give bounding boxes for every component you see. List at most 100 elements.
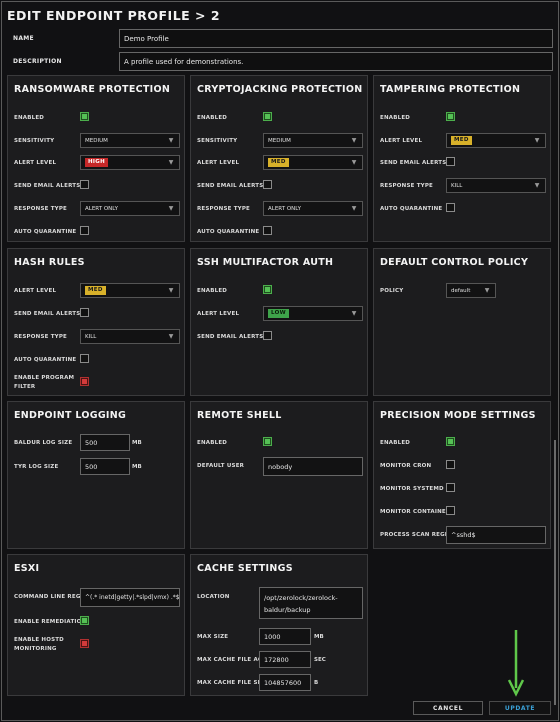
process-regex-input[interactable]: ^sshd$: [446, 526, 546, 544]
esxi-title: ESXI: [14, 563, 40, 574]
enable-hostd-checkbox[interactable]: [80, 639, 89, 648]
tyr-log-input[interactable]: 500: [80, 458, 130, 475]
crypto-response-select[interactable]: ALERT ONLY ▼: [263, 201, 363, 216]
shell-enabled-checkbox[interactable]: [263, 437, 272, 446]
default-policy-title: DEFAULT CONTROL POLICY: [380, 257, 529, 268]
cryptojacking-panel: CRYPTOJACKING PROTECTION ENABLED SENSITI…: [190, 75, 368, 242]
baldur-log-input[interactable]: 500: [80, 434, 130, 451]
enable-remediation-checkbox[interactable]: [80, 616, 89, 625]
crypto-quarantine-checkbox[interactable]: [263, 226, 272, 235]
crypto-alert-select[interactable]: MED ▼: [263, 155, 363, 170]
crypto-sensitivity-label: SENSITIVITY: [197, 138, 238, 144]
chevron-down-icon: ▼: [168, 137, 174, 144]
monitor-cron-checkbox[interactable]: [446, 460, 455, 469]
chevron-down-icon: ▼: [168, 287, 174, 294]
max-file-age-input[interactable]: 172800: [259, 651, 311, 668]
monitor-containerd-checkbox[interactable]: [446, 506, 455, 515]
max-file-size-label: MAX CACHE FILE SIZE: [197, 680, 269, 686]
tamper-quarantine-checkbox[interactable]: [446, 203, 455, 212]
monitor-cron-label: MONITOR CRON: [380, 463, 432, 469]
crypto-sensitivity-value: MEDIUM: [268, 137, 291, 144]
enable-hostd-label-line2: MONITORING: [14, 646, 57, 652]
tamper-alert-label: ALERT LEVEL: [380, 138, 423, 144]
tamper-alert-select[interactable]: MED ▼: [446, 133, 546, 148]
scrollbar[interactable]: [554, 440, 556, 705]
ssh-enabled-checkbox[interactable]: [263, 285, 272, 294]
hash-rules-panel: HASH RULES ALERT LEVEL MED ▼ SEND EMAIL …: [7, 248, 185, 396]
monitor-systemd-label: MONITOR SYSTEMD: [380, 486, 444, 492]
shell-user-label: DEFAULT USER: [197, 463, 245, 469]
ransomware-response-select[interactable]: ALERT ONLY ▼: [80, 201, 180, 216]
tamper-response-select[interactable]: KILL ▼: [446, 178, 546, 193]
command-line-regex-input[interactable]: ^(.* inetd|getty|.*slpd|vmx) .*$: [80, 588, 180, 607]
tyr-log-label: TYR LOG SIZE: [14, 464, 59, 470]
cache-location-line2: baldur/backup: [264, 606, 311, 614]
policy-select[interactable]: default ▼: [446, 283, 496, 298]
tamper-quarantine-label: AUTO QUARANTINE: [380, 206, 443, 212]
shell-user-input[interactable]: nobody: [263, 457, 363, 476]
ransomware-email-checkbox[interactable]: [80, 180, 89, 189]
hash-rules-title: HASH RULES: [14, 257, 85, 268]
crypto-response-value: ALERT ONLY: [268, 205, 301, 212]
update-button[interactable]: UPDATE: [489, 701, 551, 715]
tampering-panel: TAMPERING PROTECTION ENABLED ALERT LEVEL…: [373, 75, 551, 242]
baldur-log-label: BALDUR LOG SIZE: [14, 440, 73, 446]
hash-alert-select[interactable]: MED ▼: [80, 283, 180, 298]
ransomware-alert-label: ALERT LEVEL: [14, 160, 57, 166]
max-size-input[interactable]: 1000: [259, 628, 311, 645]
description-input[interactable]: A profile used for demonstrations.: [119, 52, 553, 71]
ransomware-enabled-checkbox[interactable]: [80, 112, 89, 121]
crypto-alert-label: ALERT LEVEL: [197, 160, 240, 166]
name-input[interactable]: Demo Profile: [119, 29, 553, 48]
name-row: NAME Demo Profile: [7, 28, 553, 49]
crypto-email-checkbox[interactable]: [263, 180, 272, 189]
tamper-enabled-checkbox[interactable]: [446, 112, 455, 121]
tamper-email-checkbox[interactable]: [446, 157, 455, 166]
name-label: NAME: [13, 35, 34, 42]
alert-level-badge: MED: [451, 136, 472, 145]
hash-program-filter-checkbox[interactable]: [80, 377, 89, 386]
hash-email-checkbox[interactable]: [80, 308, 89, 317]
cache-location-input[interactable]: /opt/zerolock/zerolock- baldur/backup: [259, 587, 363, 619]
chevron-down-icon: ▼: [168, 205, 174, 212]
alert-level-badge: MED: [85, 286, 106, 295]
policy-value: default: [451, 287, 471, 294]
crypto-response-label: RESPONSE TYPE: [197, 206, 251, 212]
precision-enabled-label: ENABLED: [380, 440, 411, 446]
crypto-enabled-checkbox[interactable]: [263, 112, 272, 121]
alert-level-badge: HIGH: [85, 158, 108, 167]
enable-hostd-label-line1: ENABLE HOSTD: [14, 637, 64, 643]
ransomware-quarantine-checkbox[interactable]: [80, 226, 89, 235]
max-file-age-unit: SEC: [314, 657, 326, 663]
monitor-systemd-checkbox[interactable]: [446, 483, 455, 492]
tampering-title: TAMPERING PROTECTION: [380, 84, 521, 95]
default-policy-panel: DEFAULT CONTROL POLICY POLICY default ▼: [373, 248, 551, 396]
ssh-enabled-label: ENABLED: [197, 288, 228, 294]
chevron-down-icon: ▼: [534, 137, 540, 144]
chevron-down-icon: ▼: [351, 137, 357, 144]
precision-enabled-checkbox[interactable]: [446, 437, 455, 446]
hash-alert-label: ALERT LEVEL: [14, 288, 57, 294]
hash-response-select[interactable]: KILL ▼: [80, 329, 180, 344]
chevron-down-icon: ▼: [484, 287, 490, 294]
ssh-email-checkbox[interactable]: [263, 331, 272, 340]
ransomware-response-label: RESPONSE TYPE: [14, 206, 68, 212]
hash-quarantine-checkbox[interactable]: [80, 354, 89, 363]
hash-filter-label-line2: FILTER: [14, 384, 36, 390]
alert-level-badge: MED: [268, 158, 289, 167]
ransomware-sensitivity-select[interactable]: MEDIUM ▼: [80, 133, 180, 148]
page-title: EDIT ENDPOINT PROFILE > 2: [7, 8, 221, 23]
max-file-age-label: MAX CACHE FILE AGE: [197, 657, 267, 663]
cancel-button[interactable]: CANCEL: [413, 701, 483, 715]
arrow-down-icon: [508, 630, 524, 697]
cache-location-line1: /opt/zerolock/zerolock-: [264, 594, 338, 602]
precision-mode-panel: PRECISION MODE SETTINGS ENABLED MONITOR …: [373, 401, 551, 549]
ransomware-enabled-label: ENABLED: [14, 115, 45, 121]
remote-shell-title: REMOTE SHELL: [197, 410, 282, 421]
crypto-sensitivity-select[interactable]: MEDIUM ▼: [263, 133, 363, 148]
ransomware-alert-select[interactable]: HIGH ▼: [80, 155, 180, 170]
ssh-alert-select[interactable]: LOW ▼: [263, 306, 363, 321]
max-file-size-input[interactable]: 104857600: [259, 674, 311, 691]
ssh-alert-label: ALERT LEVEL: [197, 311, 240, 317]
ransomware-quarantine-label: AUTO QUARANTINE: [14, 229, 77, 235]
